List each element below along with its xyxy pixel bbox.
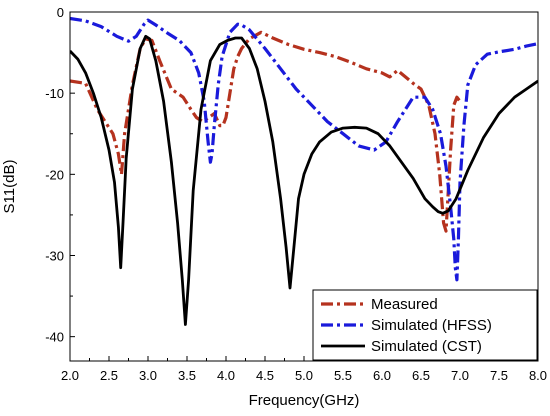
x-tick-label: 3.0 [139, 368, 157, 383]
x-tick-label: 5.5 [334, 368, 352, 383]
x-tick-label: 4.5 [256, 368, 274, 383]
series-line-2 [70, 16, 538, 282]
legend: Measured Simulated (HFSS) Simulated (CST) [312, 289, 538, 361]
legend-label: Measured [371, 296, 438, 313]
series-line-3 [70, 34, 538, 326]
x-axis-title: Frequency(GHz) [249, 392, 360, 409]
legend-label: Simulated (CST) [371, 338, 482, 355]
y-tick-label: 0 [57, 5, 64, 20]
plot-lines [70, 16, 538, 326]
x-tick-label: 5.0 [295, 368, 313, 383]
legend-label: Simulated (HFSS) [371, 317, 492, 334]
x-tick-label: 2.0 [61, 368, 79, 383]
x-tick-label: 7.5 [490, 368, 508, 383]
y-axis: 0 -10 -20 -30 -40 [45, 5, 75, 345]
y-axis-title: S11(dB) [1, 160, 18, 214]
x-axis: 2.0 2.5 3.0 3.5 4.0 4.5 5.0 5.5 6.0 6.5 7.0 7.5 8.0 [61, 356, 547, 383]
x-tick-label: 4.0 [217, 368, 235, 383]
x-tick-label: 8.0 [529, 368, 547, 383]
y-tick-label: -20 [45, 167, 64, 182]
y-tick-label: -10 [45, 86, 64, 101]
x-tick-label: 6.0 [373, 368, 391, 383]
y-tick-label: -30 [45, 248, 64, 263]
x-tick-label: 6.5 [412, 368, 430, 383]
x-tick-label: 7.0 [451, 368, 469, 383]
x-tick-label: 2.5 [100, 368, 118, 383]
y-tick-label: -40 [45, 330, 64, 345]
x-tick-label: 3.5 [178, 368, 196, 383]
